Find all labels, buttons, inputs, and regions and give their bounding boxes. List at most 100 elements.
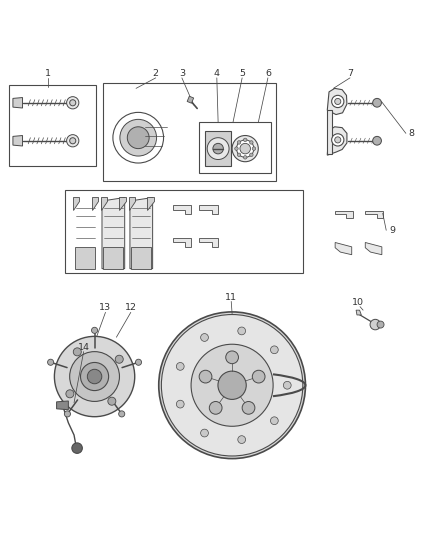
Circle shape: [244, 138, 247, 142]
Circle shape: [209, 401, 222, 414]
Polygon shape: [57, 401, 68, 410]
Circle shape: [70, 352, 120, 401]
Text: 7: 7: [347, 69, 353, 78]
Circle shape: [332, 95, 344, 108]
Polygon shape: [327, 110, 332, 154]
Circle shape: [70, 138, 76, 144]
Polygon shape: [125, 84, 153, 92]
Circle shape: [226, 351, 238, 364]
Circle shape: [72, 443, 82, 454]
Circle shape: [252, 147, 256, 150]
Polygon shape: [365, 211, 383, 219]
Polygon shape: [356, 310, 361, 315]
Circle shape: [201, 334, 208, 341]
Circle shape: [332, 134, 344, 146]
Text: 11: 11: [225, 293, 237, 302]
Circle shape: [335, 137, 341, 143]
Bar: [103, 83, 276, 181]
Circle shape: [120, 119, 156, 156]
Circle shape: [199, 370, 212, 383]
Circle shape: [237, 140, 254, 157]
Circle shape: [271, 346, 278, 354]
Polygon shape: [101, 197, 107, 210]
Polygon shape: [114, 171, 141, 179]
Circle shape: [237, 141, 241, 144]
Circle shape: [177, 362, 184, 370]
Circle shape: [177, 400, 184, 408]
Circle shape: [271, 417, 278, 425]
Circle shape: [377, 321, 384, 328]
Circle shape: [242, 401, 255, 414]
Circle shape: [48, 359, 54, 365]
Text: 6: 6: [265, 69, 271, 78]
Polygon shape: [129, 197, 135, 210]
Text: 9: 9: [390, 226, 396, 235]
Circle shape: [81, 362, 109, 391]
Polygon shape: [173, 238, 191, 247]
Polygon shape: [327, 88, 347, 115]
Circle shape: [119, 411, 125, 417]
Polygon shape: [199, 205, 218, 214]
Circle shape: [115, 355, 123, 364]
Polygon shape: [148, 197, 153, 210]
Bar: [65, 190, 303, 273]
Circle shape: [127, 127, 149, 149]
Polygon shape: [13, 135, 22, 146]
Polygon shape: [335, 243, 352, 255]
Circle shape: [235, 147, 238, 150]
Polygon shape: [92, 197, 98, 210]
Circle shape: [240, 143, 251, 154]
Circle shape: [373, 99, 381, 107]
Circle shape: [54, 336, 135, 417]
Text: 1: 1: [45, 69, 51, 78]
Circle shape: [370, 319, 381, 330]
Polygon shape: [335, 211, 353, 219]
Polygon shape: [131, 247, 151, 269]
Circle shape: [237, 153, 241, 157]
Circle shape: [232, 135, 258, 161]
Polygon shape: [120, 197, 126, 210]
Circle shape: [135, 359, 141, 365]
Polygon shape: [155, 87, 188, 157]
Polygon shape: [13, 98, 22, 108]
Text: 4: 4: [214, 69, 220, 78]
Polygon shape: [199, 238, 218, 247]
Polygon shape: [365, 243, 382, 255]
Polygon shape: [109, 88, 172, 179]
Polygon shape: [102, 198, 125, 269]
Circle shape: [218, 371, 246, 399]
Circle shape: [373, 136, 381, 145]
Polygon shape: [103, 247, 124, 269]
Circle shape: [191, 344, 273, 426]
Circle shape: [87, 369, 102, 384]
Text: 14: 14: [78, 343, 90, 352]
Circle shape: [283, 382, 291, 389]
Polygon shape: [130, 198, 152, 269]
Circle shape: [73, 348, 81, 356]
Circle shape: [113, 112, 163, 163]
Polygon shape: [327, 127, 347, 155]
Circle shape: [159, 312, 305, 458]
Circle shape: [67, 135, 79, 147]
Circle shape: [213, 143, 223, 154]
Circle shape: [70, 100, 76, 106]
Polygon shape: [73, 197, 79, 210]
Circle shape: [238, 327, 246, 335]
Polygon shape: [75, 247, 95, 269]
Bar: [205, 131, 231, 166]
Circle shape: [244, 156, 247, 159]
Bar: [199, 123, 272, 173]
Circle shape: [207, 138, 229, 159]
Circle shape: [108, 397, 116, 405]
Circle shape: [67, 96, 79, 109]
Polygon shape: [74, 198, 97, 269]
Circle shape: [335, 99, 341, 104]
Text: 12: 12: [125, 303, 137, 312]
Text: 5: 5: [239, 69, 245, 78]
Text: 3: 3: [179, 69, 185, 78]
Circle shape: [250, 153, 253, 157]
Bar: [9, 85, 96, 166]
Circle shape: [92, 327, 98, 333]
Circle shape: [64, 411, 71, 417]
Circle shape: [238, 435, 246, 443]
